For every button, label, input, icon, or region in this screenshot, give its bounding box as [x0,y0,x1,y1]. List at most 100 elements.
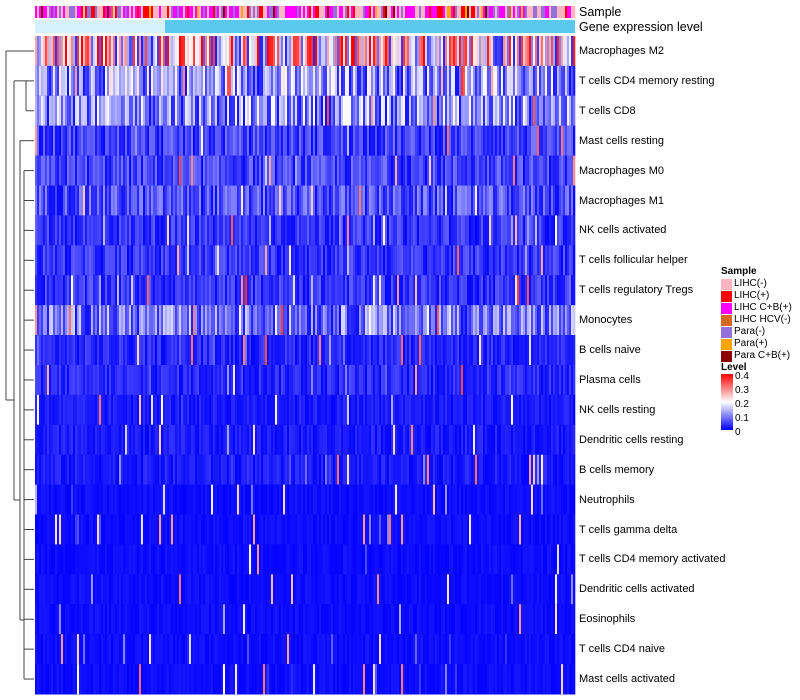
heatmap-cell [241,275,244,306]
heatmap-cell [569,424,572,456]
heatmap-cell [571,245,574,276]
heatmap-cell [527,245,530,276]
heatmap-cell [463,335,466,366]
heatmap-cell [201,125,204,156]
heatmap-cell [49,394,52,426]
heatmap-cell [555,424,558,456]
heatmap-cell [255,365,258,396]
heatmap-cell [521,275,524,306]
sample-annotation-cell [353,6,356,18]
heatmap-cell [143,305,146,336]
heatmap-cell [237,335,240,366]
heatmap-cell [513,215,516,246]
heatmap-cell [83,245,86,276]
heatmap-cell [141,394,144,426]
heatmap-cell [59,65,62,97]
heatmap-cell [337,125,340,156]
heatmap-cell [181,36,184,67]
heatmap-cell [389,394,392,426]
heatmap-cell [541,394,544,426]
heatmap-cell [481,514,484,545]
heatmap-cell [271,155,274,186]
heatmap-cell [297,335,300,366]
heatmap-cell [63,95,66,127]
heatmap-cell [517,125,520,156]
heatmap-cell [241,305,244,336]
sample-annotation-cell [567,6,570,18]
heatmap-cell [519,454,522,485]
heatmap-cell [235,394,238,426]
heatmap-cell [71,155,74,186]
heatmap-cell [275,125,278,156]
heatmap-cell [55,484,58,515]
heatmap-cell [565,95,568,127]
heatmap-cell [141,155,144,186]
heatmap-cell [141,484,144,515]
heatmap-cell [121,125,124,156]
heatmap-cell [435,215,438,246]
heatmap-cell [165,95,168,127]
heatmap-cell [355,305,358,336]
heatmap-cell [547,335,550,366]
heatmap-cell [529,365,532,396]
heatmap-cell [497,424,500,456]
heatmap-cell [85,424,88,456]
heatmap-cell [35,305,38,336]
heatmap-cell [279,36,282,67]
heatmap-cell [213,36,216,67]
heatmap-cell [393,95,396,127]
heatmap-cell [333,155,336,186]
heatmap-cell [117,365,120,396]
heatmap-cell [537,245,540,276]
heatmap-cell [107,305,110,336]
heatmap-cell [321,245,324,276]
heatmap-cell [413,65,416,97]
heatmap-cell [197,125,200,156]
heatmap-cell [553,424,556,456]
heatmap-cell [197,484,200,515]
heatmap-cell [441,245,444,276]
heatmap-cell [153,65,156,97]
heatmap-cell [289,245,292,276]
heatmap-cell [35,424,38,456]
heatmap-cell [89,245,92,276]
heatmap-cell [129,245,132,276]
heatmap-cell [315,275,318,306]
heatmap-cell [351,454,354,485]
heatmap-cell [405,36,408,67]
heatmap-cell [429,125,432,156]
heatmap-cell [67,424,70,456]
heatmap-cell [279,514,282,545]
heatmap-cell [467,215,470,246]
heatmap-cell [47,335,50,366]
heatmap-cell [137,36,140,67]
heatmap-cell [315,245,318,276]
heatmap-cell [547,275,550,306]
heatmap-cell [321,215,324,246]
heatmap-cell [267,275,270,306]
heatmap-cell [485,155,488,186]
heatmap-cell [105,95,108,127]
heatmap-cell [221,95,224,127]
heatmap-cell [103,394,106,426]
heatmap-cell [363,215,366,246]
heatmap-cell [89,305,92,336]
heatmap-cell [347,484,350,515]
heatmap-cell [293,215,296,246]
heatmap-cell [551,215,554,246]
heatmap-cell [71,185,74,216]
heatmap-cell [355,514,358,545]
heatmap-cell [139,245,142,276]
heatmap-cell [381,394,384,426]
heatmap-cell [539,245,542,276]
heatmap-cell [485,215,488,246]
heatmap-cell [265,484,268,515]
sample-annotation-cell [149,6,152,18]
heatmap-cell [167,484,170,515]
heatmap-cell [565,365,568,396]
heatmap-cell [569,65,572,97]
heatmap-cell [189,514,192,545]
heatmap-cell [285,215,288,246]
heatmap-cell [125,95,128,127]
heatmap-cell [487,424,490,456]
